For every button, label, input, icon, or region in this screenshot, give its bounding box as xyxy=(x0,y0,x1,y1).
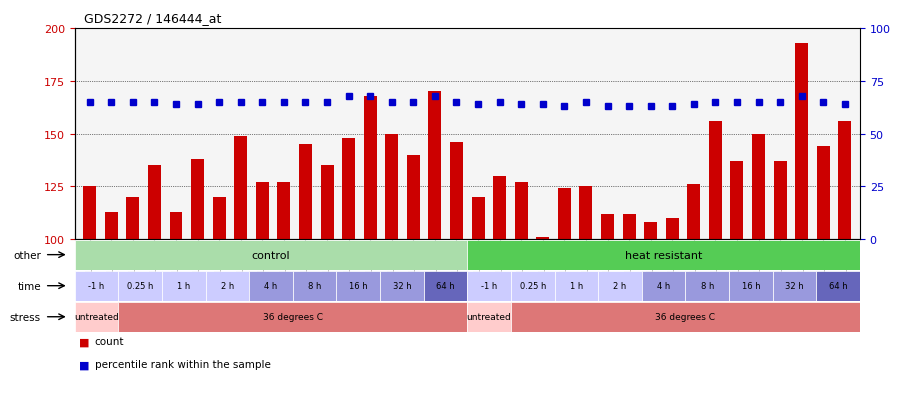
Text: 16 h: 16 h xyxy=(742,282,760,290)
Text: 1 h: 1 h xyxy=(177,282,190,290)
Bar xyxy=(622,214,635,240)
Text: count: count xyxy=(95,337,124,347)
Text: percentile rank within the sample: percentile rank within the sample xyxy=(95,359,270,369)
Text: other: other xyxy=(13,250,41,260)
Bar xyxy=(468,271,511,301)
Bar xyxy=(83,187,96,240)
Text: 36 degrees C: 36 degrees C xyxy=(263,313,323,321)
Text: 32 h: 32 h xyxy=(785,282,804,290)
Text: 8 h: 8 h xyxy=(308,282,321,290)
Bar xyxy=(169,212,183,240)
Bar xyxy=(511,271,554,301)
Text: 64 h: 64 h xyxy=(829,282,847,290)
Text: time: time xyxy=(17,281,41,291)
Bar xyxy=(105,212,117,240)
Bar xyxy=(118,302,468,332)
Bar xyxy=(299,145,312,240)
Bar xyxy=(118,271,162,301)
Bar xyxy=(320,166,334,240)
Text: 16 h: 16 h xyxy=(349,282,368,290)
Text: 64 h: 64 h xyxy=(436,282,455,290)
Bar xyxy=(774,161,786,240)
Bar xyxy=(731,161,743,240)
Text: 4 h: 4 h xyxy=(264,282,278,290)
Bar xyxy=(816,271,860,301)
Bar xyxy=(795,44,808,240)
Text: 8 h: 8 h xyxy=(701,282,714,290)
Bar xyxy=(644,223,657,240)
Bar xyxy=(468,240,860,270)
Text: untreated: untreated xyxy=(467,313,511,321)
Bar xyxy=(380,271,424,301)
Bar xyxy=(450,142,463,240)
Bar xyxy=(342,138,355,240)
Text: 36 degrees C: 36 degrees C xyxy=(655,313,715,321)
Text: 0.25 h: 0.25 h xyxy=(520,282,546,290)
Bar xyxy=(493,176,506,240)
Bar xyxy=(234,136,248,240)
Bar xyxy=(206,271,249,301)
Bar xyxy=(126,197,139,240)
Bar xyxy=(213,197,226,240)
Bar xyxy=(729,271,773,301)
Text: 2 h: 2 h xyxy=(221,282,234,290)
Bar xyxy=(75,302,118,332)
Bar xyxy=(424,271,468,301)
Bar xyxy=(515,183,528,240)
Bar xyxy=(598,271,642,301)
Text: -1 h: -1 h xyxy=(481,282,497,290)
Bar xyxy=(278,183,290,240)
Bar xyxy=(558,189,571,240)
Text: GDS2272 / 146444_at: GDS2272 / 146444_at xyxy=(84,12,221,25)
Text: 2 h: 2 h xyxy=(613,282,627,290)
Bar xyxy=(687,185,701,240)
Text: 1 h: 1 h xyxy=(570,282,583,290)
Bar xyxy=(685,271,729,301)
Text: stress: stress xyxy=(10,312,41,322)
Bar xyxy=(554,271,598,301)
Bar xyxy=(642,271,685,301)
Bar xyxy=(148,166,161,240)
Bar xyxy=(364,96,377,240)
Bar xyxy=(580,187,592,240)
Bar xyxy=(666,218,679,240)
Bar xyxy=(752,134,765,240)
Bar xyxy=(511,302,860,332)
Bar xyxy=(471,197,484,240)
Text: control: control xyxy=(252,250,290,260)
Text: heat resistant: heat resistant xyxy=(625,250,703,260)
Bar xyxy=(429,92,441,240)
Bar xyxy=(838,121,852,240)
Bar xyxy=(75,240,468,270)
Bar xyxy=(249,271,293,301)
Text: ■: ■ xyxy=(79,359,90,369)
Text: 0.25 h: 0.25 h xyxy=(126,282,153,290)
Text: 32 h: 32 h xyxy=(392,282,411,290)
Bar xyxy=(191,159,204,240)
Text: ■: ■ xyxy=(79,337,90,347)
Bar xyxy=(407,155,420,240)
Text: untreated: untreated xyxy=(74,313,119,321)
Bar xyxy=(75,271,118,301)
Text: 4 h: 4 h xyxy=(657,282,671,290)
Text: -1 h: -1 h xyxy=(88,282,105,290)
Bar xyxy=(256,183,268,240)
Bar xyxy=(709,121,722,240)
Bar xyxy=(162,271,206,301)
Bar xyxy=(536,237,550,240)
Bar xyxy=(293,271,337,301)
Bar xyxy=(385,134,399,240)
Bar xyxy=(337,271,380,301)
Bar xyxy=(468,302,511,332)
Bar xyxy=(773,271,816,301)
Bar xyxy=(817,147,830,240)
Bar xyxy=(601,214,614,240)
